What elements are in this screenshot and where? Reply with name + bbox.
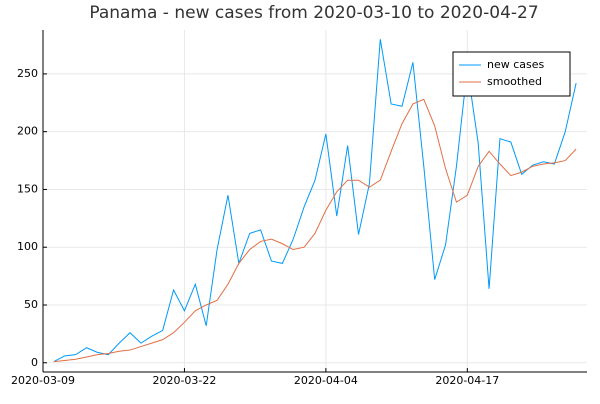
y-tick-label: 200 (17, 125, 38, 138)
legend-box (452, 51, 571, 97)
legend: new cases smoothed (452, 51, 571, 97)
data-line (53, 98, 577, 363)
legend-label: smoothed (487, 75, 542, 88)
y-tick-label: 50 (24, 298, 38, 311)
x-tick-label: 2020-04-04 (294, 374, 358, 387)
chart-title: Panama - new cases from 2020-03-10 to 20… (89, 3, 538, 23)
y-tick-label: 100 (17, 240, 38, 253)
data-line (53, 39, 577, 363)
legend-label: new cases (487, 58, 545, 71)
x-tick-label: 2020-03-09 (11, 374, 75, 387)
y-tick-label: 0 (31, 356, 38, 369)
x-tick-label: 2020-03-22 (152, 374, 216, 387)
y-tick-label: 250 (17, 67, 38, 80)
x-tick-label: 2020-04-17 (435, 374, 499, 387)
y-tick-label: 150 (17, 182, 38, 195)
